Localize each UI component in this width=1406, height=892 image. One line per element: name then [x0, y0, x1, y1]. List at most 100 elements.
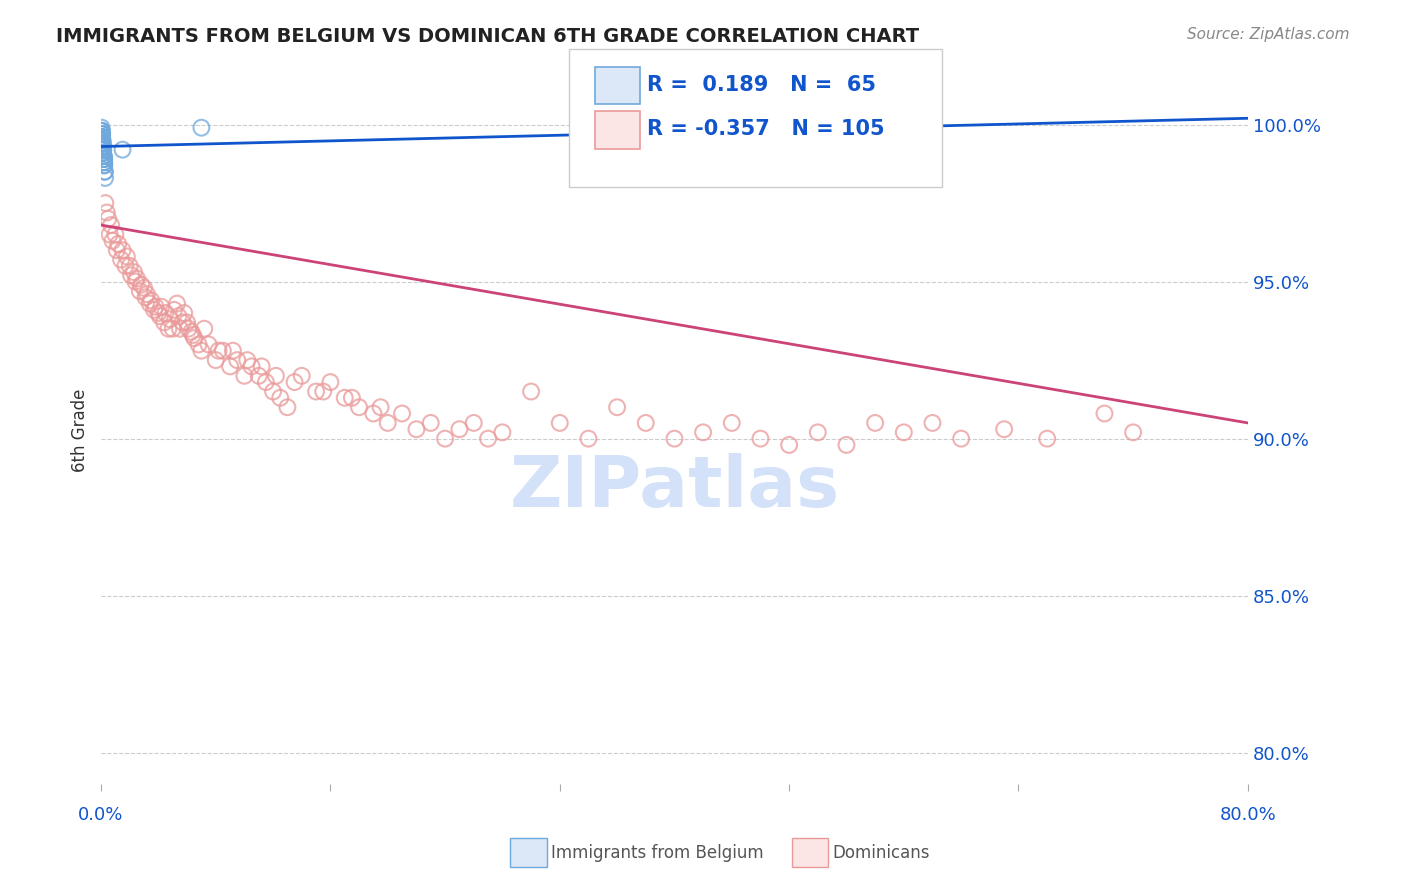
Point	[91, 127, 114, 141]
Point	[91, 149, 114, 163]
Point	[125, 271, 148, 285]
Point	[276, 401, 298, 415]
Point	[155, 306, 177, 320]
Point	[749, 432, 772, 446]
Point	[91, 133, 114, 147]
Point	[90, 130, 112, 145]
Point	[91, 149, 114, 163]
Point	[163, 302, 186, 317]
Point	[463, 416, 485, 430]
Point	[91, 145, 114, 160]
Point	[159, 312, 181, 326]
Text: ZIPatlas: ZIPatlas	[509, 453, 839, 522]
Point	[94, 164, 117, 178]
Point	[204, 353, 226, 368]
Point	[90, 130, 112, 145]
Point	[104, 227, 127, 242]
Point	[405, 422, 427, 436]
Point	[91, 139, 114, 153]
Point	[863, 416, 886, 430]
Text: Immigrants from Belgium: Immigrants from Belgium	[551, 844, 763, 862]
Point	[247, 368, 270, 383]
Text: R =  0.189   N =  65: R = 0.189 N = 65	[647, 75, 876, 95]
Point	[377, 416, 399, 430]
Point	[90, 130, 112, 145]
Point	[91, 143, 114, 157]
Point	[236, 353, 259, 368]
Point	[226, 353, 249, 368]
Point	[157, 321, 180, 335]
Point	[93, 158, 115, 172]
Point	[419, 416, 441, 430]
Point	[90, 124, 112, 138]
Point	[91, 136, 114, 151]
Point	[264, 368, 287, 383]
Point	[363, 407, 385, 421]
Point	[284, 375, 307, 389]
Point	[219, 359, 242, 374]
Point	[111, 143, 134, 157]
Point	[91, 145, 114, 160]
Point	[434, 432, 457, 446]
Point	[129, 277, 152, 292]
Point	[90, 124, 112, 138]
Point	[90, 130, 112, 145]
Point	[835, 438, 858, 452]
Point	[91, 130, 114, 145]
Point	[193, 321, 215, 335]
Point	[893, 425, 915, 440]
Point	[91, 139, 114, 153]
Point	[162, 321, 184, 335]
Point	[93, 158, 115, 172]
Point	[91, 143, 114, 157]
Point	[370, 401, 392, 415]
Point	[172, 315, 194, 329]
Point	[118, 259, 141, 273]
Point	[91, 136, 114, 151]
Point	[212, 343, 235, 358]
Point	[91, 133, 114, 147]
Text: 80.0%: 80.0%	[1219, 806, 1277, 824]
Point	[240, 359, 263, 374]
Point	[190, 120, 212, 135]
Point	[1036, 432, 1059, 446]
Point	[207, 343, 229, 358]
Point	[148, 306, 170, 320]
Point	[319, 375, 342, 389]
Point	[91, 143, 114, 157]
Point	[128, 284, 150, 298]
Point	[115, 250, 138, 264]
Point	[93, 164, 115, 178]
Point	[91, 136, 114, 151]
Point	[107, 236, 129, 251]
Point	[312, 384, 335, 399]
Point	[177, 321, 200, 335]
Point	[132, 281, 155, 295]
Point	[91, 133, 114, 147]
Point	[105, 243, 128, 257]
Point	[91, 133, 114, 147]
Point	[91, 145, 114, 160]
Point	[100, 218, 122, 232]
Point	[90, 127, 112, 141]
Point	[93, 149, 115, 163]
Point	[269, 391, 291, 405]
Point	[153, 315, 176, 329]
Point	[135, 287, 157, 301]
Point	[233, 368, 256, 383]
Point	[145, 300, 167, 314]
Point	[449, 422, 471, 436]
Point	[520, 384, 543, 399]
Point	[91, 136, 114, 151]
Point	[91, 149, 114, 163]
Point	[166, 296, 188, 310]
Point	[391, 407, 413, 421]
Point	[91, 133, 114, 147]
Point	[122, 265, 145, 279]
Point	[91, 136, 114, 151]
Point	[91, 139, 114, 153]
Point	[110, 252, 132, 267]
Point	[90, 124, 112, 138]
Point	[190, 343, 212, 358]
Point	[91, 149, 114, 163]
